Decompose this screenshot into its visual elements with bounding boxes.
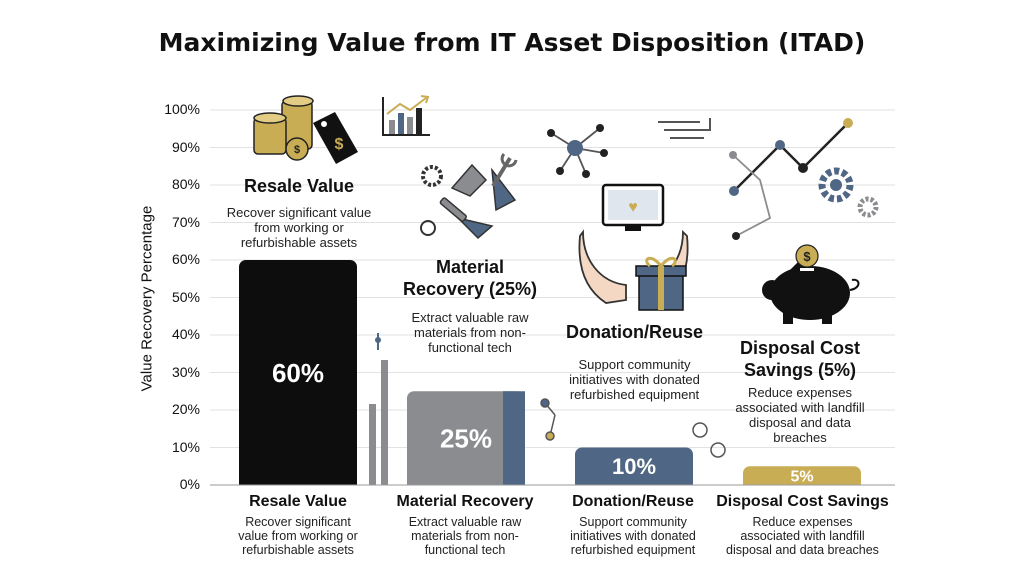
y-tick-label: 10% <box>171 438 200 455</box>
gift-icon <box>635 256 687 311</box>
price-tag-icon: $ <box>313 112 358 164</box>
node-decoration <box>540 398 726 458</box>
dollar-glyph: $ <box>803 249 811 264</box>
y-tick-label: 30% <box>171 363 200 380</box>
caption-disposal-title-2: Savings (5%) <box>743 360 857 380</box>
bar-value-label: 60% <box>272 358 324 388</box>
bar-material-recovery <box>407 391 525 491</box>
bar-value-label: 10% <box>612 454 656 479</box>
caption-material-title-2: Recovery (25%) <box>402 279 538 299</box>
y-tick-label: 90% <box>171 138 200 155</box>
piggy-bank-icon <box>762 260 860 324</box>
category-donation-title: Donation/Reuse <box>572 493 694 510</box>
bar-value-label: 5% <box>790 469 813 486</box>
bar-donation-reuse <box>575 447 693 491</box>
caption-resale-title: Resale Value <box>243 176 355 196</box>
category-resale-desc: Recover significant value from working o… <box>238 515 358 557</box>
dollar-coin-icon: $ <box>795 244 819 268</box>
category-material-title: Material Recovery <box>396 493 534 510</box>
baseline-mask <box>210 485 895 492</box>
y-tick-label: 40% <box>171 326 200 342</box>
mini-bars-decoration <box>369 333 388 485</box>
caption-disposal: Disposal Cost Savings (5%) Reduce expens… <box>725 337 875 445</box>
caption-disposal-desc: Reduce expenses associated with landfill… <box>735 385 865 445</box>
recycle-icon <box>420 163 517 240</box>
category-label-resale: Resale Value Recover significant value f… <box>198 492 398 557</box>
category-resale-title: Resale Value <box>249 493 347 510</box>
caption-material-title-1: Material <box>435 257 505 277</box>
coin-stack-icon: $ <box>253 95 314 161</box>
bar-value-label: 25% <box>440 423 492 453</box>
caption-material-desc: Extract valuable raw materials from non-… <box>411 310 529 355</box>
caption-donation-desc: Support community initiatives with donat… <box>569 357 700 402</box>
wrench-icon <box>491 152 518 188</box>
heart-glyph: ♥ <box>628 199 638 216</box>
y-tick-label: 20% <box>171 401 200 417</box>
bars-group: 60% 25% 10% 5% <box>210 260 895 492</box>
y-tick-label: 50% <box>171 288 200 305</box>
monitor-heart-icon: ♥ <box>601 183 665 231</box>
y-tick-label: 70% <box>171 213 200 230</box>
y-tick-label: 80% <box>171 176 200 192</box>
gear-icon <box>818 167 879 218</box>
category-label-donation: Donation/Reuse Support community initiat… <box>533 492 733 557</box>
caption-donation: Donation/Reuse Support community initiat… <box>552 321 717 402</box>
bar-chart-icon <box>382 95 430 136</box>
dollar-glyph: $ <box>294 144 300 156</box>
y-tick-label: 100% <box>164 101 200 117</box>
network-icon <box>547 124 608 178</box>
dollar-glyph: $ <box>335 136 344 153</box>
y-tick-label: 60% <box>171 251 200 267</box>
y-tick-label: 0% <box>179 476 200 492</box>
chart-title: Maximizing Value from IT Asset Dispositi… <box>158 28 866 57</box>
line-chart-icon <box>658 118 853 240</box>
category-donation-desc: Support community initiatives with donat… <box>570 515 696 557</box>
category-label-material: Material Recovery Extract valuable raw m… <box>365 492 565 557</box>
category-material-desc: Extract valuable raw materials from non-… <box>408 515 522 557</box>
category-label-disposal: Disposal Cost Savings Reduce expenses as… <box>700 492 905 557</box>
caption-donation-title: Donation/Reuse <box>565 322 703 342</box>
caption-material: Material Recovery (25%) Extract valuable… <box>393 256 547 355</box>
category-disposal-desc: Reduce expenses associated with landfill… <box>726 515 879 557</box>
category-disposal-title: Disposal Cost Savings <box>716 493 889 510</box>
bar-material-recovery-accent <box>503 391 525 485</box>
bar-resale-value <box>239 260 357 491</box>
caption-resale-desc: Recover significant value from working o… <box>226 205 372 250</box>
caption-resale: Resale Value Recover significant value f… <box>219 175 379 250</box>
caption-disposal-title-1: Disposal Cost <box>739 338 861 358</box>
